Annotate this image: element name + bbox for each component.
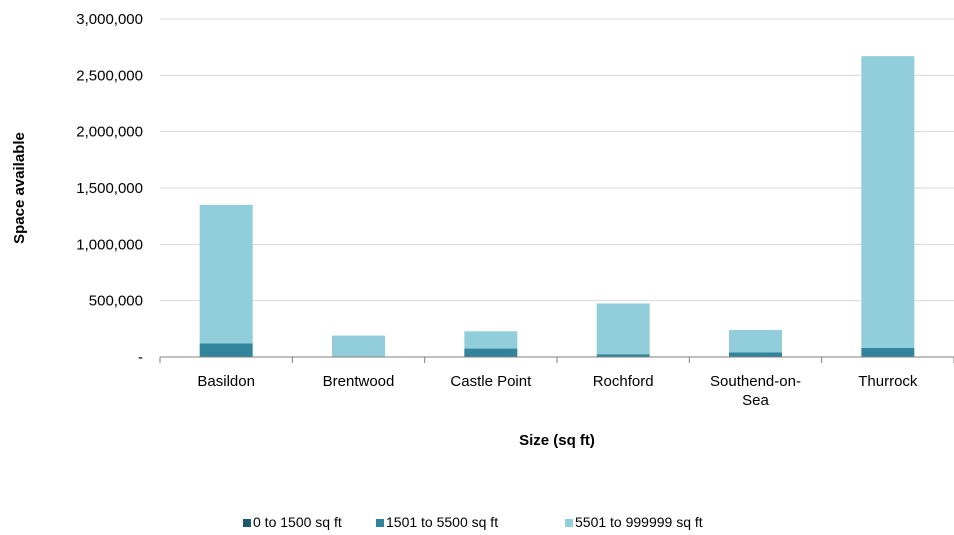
gridlines: [160, 18, 954, 302]
x-tick-label: Sea: [742, 392, 769, 409]
y-tick-label: 1,500,000: [76, 180, 143, 197]
y-tick-label: 3,000,000: [76, 11, 143, 28]
y-tick-label: 2,500,000: [76, 67, 143, 84]
legend: 0 to 1500 sq ft 1501 to 5500 sq ft 5501 to…: [243, 514, 703, 530]
legend-label: 5501 to 999999 sq ft: [575, 514, 703, 530]
x-tick-label: Rochford: [593, 373, 654, 390]
legend-swatch: [376, 519, 384, 527]
bars: [199, 56, 915, 357]
x-tick-label: Thurrock: [858, 373, 918, 390]
y-tick-label: 2,000,000: [76, 124, 143, 141]
x-axis-title: Size (sq ft): [519, 432, 595, 449]
bar-segment: [464, 348, 518, 357]
x-tick-label: Brentwood: [323, 373, 395, 390]
legend-label: 0 to 1500 sq ft: [253, 514, 342, 530]
bar-segment: [596, 354, 650, 357]
y-axis-title: Space available: [11, 132, 28, 244]
x-tick-labels: Basildon Brentwood Castle Point Rochford Sou…: [197, 373, 918, 409]
bar-segment: [464, 331, 518, 349]
x-tick-label: Castle Point: [450, 373, 532, 390]
bar-segment: [199, 204, 253, 344]
bar-segment: [729, 352, 782, 357]
bar-segment: [332, 335, 385, 357]
x-tick-label: Southend-on-: [710, 373, 801, 390]
bar-segment: [729, 329, 782, 353]
y-tick-label: -: [138, 349, 143, 366]
y-tick-label: 500,000: [89, 293, 143, 310]
bar-segment: [861, 56, 915, 348]
bar-segment: [199, 343, 253, 357]
bar-segment: [596, 303, 650, 355]
legend-label: 1501 to 5500 sq ft: [386, 514, 498, 530]
y-tick-labels: - 500,000 1,000,000 1,500,000 2,000,000 2,500…: [76, 11, 143, 366]
y-tick-label: 1,000,000: [76, 236, 143, 253]
bar-segment: [861, 347, 915, 357]
legend-swatch: [565, 519, 573, 527]
x-tick-label: Basildon: [197, 373, 255, 390]
axes: [159, 356, 954, 363]
legend-swatch: [243, 519, 251, 527]
